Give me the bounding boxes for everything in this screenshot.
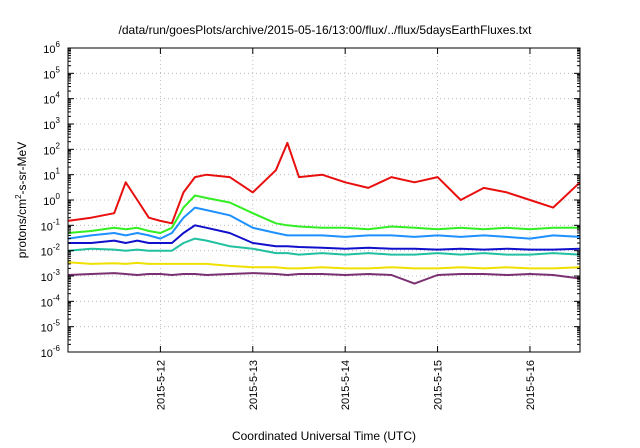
y-tick-label: 104	[43, 91, 60, 107]
series-line-5	[67, 237, 581, 256]
y-tick-exponent: -3	[53, 268, 61, 277]
series-line-6	[67, 261, 581, 270]
y-tick-exponent: -1	[53, 217, 61, 226]
y-tick-label: 10-5	[41, 319, 61, 335]
series-line-4	[68, 224, 581, 251]
y-tick-base: 10	[43, 44, 55, 56]
y-tick-label: 10-3	[41, 268, 61, 284]
y-tick-base: 10	[43, 120, 55, 132]
series-layer	[67, 141, 581, 285]
y-axis-label: protons/cm2-s-sr-MeV	[14, 142, 29, 258]
y-tick-base: 10	[41, 323, 53, 335]
series-line-2	[67, 194, 580, 234]
chart-title: /data/run/goesPlots/archive/2015-05-16/1…	[119, 23, 533, 37]
y-tick-label: 10-6	[41, 344, 61, 360]
series-line-1	[67, 141, 581, 225]
series-line-7	[67, 272, 581, 285]
y-tick-label: 10-2	[41, 243, 61, 259]
x-axis-label: Coordinated Universal Time (UTC)	[232, 429, 416, 443]
x-tick-label: 2015-5-15	[433, 360, 445, 410]
y-tick-base: 10	[43, 69, 55, 81]
y-axis-label-post: -s-sr-MeV	[15, 142, 29, 195]
y-tick-base: 10	[41, 272, 53, 284]
y-tick-base: 10	[43, 145, 55, 157]
y-tick-base: 10	[41, 247, 53, 259]
series-line-3	[67, 206, 581, 240]
y-tick-label: 105	[43, 65, 60, 81]
y-tick-exponent: 0	[56, 192, 61, 201]
y-tick-label: 10-1	[41, 217, 61, 233]
y-tick-exponent: 2	[56, 141, 61, 150]
y-tick-base: 10	[41, 348, 53, 360]
x-tick-label: 2015-5-16	[525, 360, 537, 410]
y-tick-exponent: 3	[56, 116, 61, 125]
x-tick-labels: 2015-5-12 2015-5-13 2015-5-14 2015-5-15 2015…	[155, 360, 537, 410]
y-axis-label-sup: 2	[14, 194, 23, 199]
y-tick-base: 10	[41, 297, 53, 309]
y-tick-exponent: 5	[56, 65, 61, 74]
y-tick-label: 101	[43, 167, 60, 183]
y-tick-exponent: -2	[53, 243, 61, 252]
y-tick-exponent: 6	[56, 40, 61, 49]
y-tick-label: 100	[43, 192, 60, 208]
y-tick-label: 106	[43, 40, 60, 56]
x-tick-label: 2015-5-12	[155, 360, 167, 410]
y-tick-label: 10-4	[41, 293, 61, 309]
y-tick-exponent: 1	[56, 167, 61, 176]
y-tick-exponent: -6	[53, 344, 61, 353]
y-tick-base: 10	[43, 95, 55, 107]
y-axis-label-pre: protons/cm	[15, 199, 29, 258]
x-tick-label: 2015-5-13	[248, 360, 260, 410]
y-tick-exponent: -5	[53, 319, 61, 328]
y-tick-base: 10	[43, 171, 55, 183]
y-tick-exponent: 4	[56, 91, 61, 100]
y-tick-exponent: -4	[53, 293, 61, 302]
ticks	[68, 47, 580, 353]
y-tick-base: 10	[43, 196, 55, 208]
y-tick-base: 10	[41, 221, 53, 233]
y-tick-label: 102	[43, 141, 60, 157]
y-tick-label: 103	[43, 116, 60, 132]
y-tick-labels: 10-610-510-410-310-210-11001011021031041…	[41, 40, 61, 360]
grid	[68, 48, 580, 352]
x-tick-label: 2015-5-14	[340, 360, 352, 410]
